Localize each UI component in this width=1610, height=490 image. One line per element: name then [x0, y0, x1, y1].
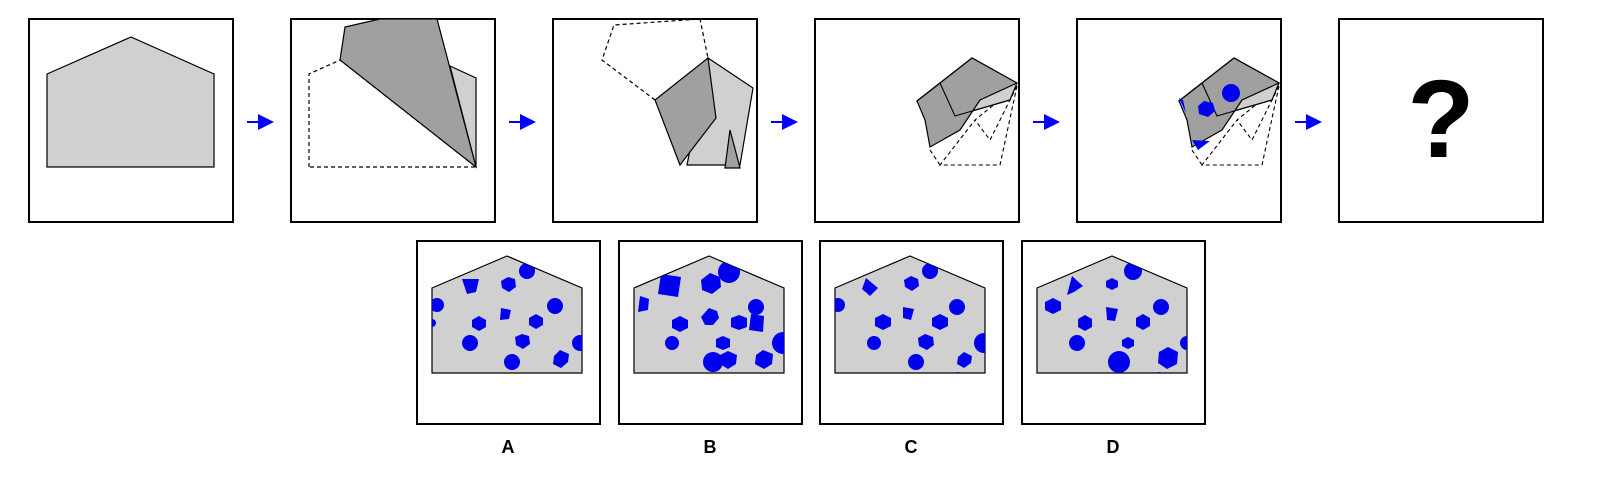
- question-mark: ?: [1407, 58, 1474, 181]
- hole-circle-icon: [1222, 84, 1240, 102]
- fold-outline: [601, 18, 709, 101]
- folded-flap: [1178, 57, 1281, 148]
- option-label: A: [502, 437, 515, 457]
- folded-flap: [654, 56, 717, 167]
- holes: [1045, 262, 1187, 373]
- step-3-panel: [552, 18, 758, 223]
- folded-flap: [916, 57, 1019, 148]
- holes: [432, 263, 582, 370]
- step-1-panel: [28, 18, 234, 223]
- option-b[interactable]: B: [618, 240, 803, 457]
- hole-hexagon-icon: [1198, 101, 1215, 117]
- question-panel: ?: [1338, 18, 1544, 223]
- fold-outline: [1200, 85, 1280, 166]
- hole-edge-icon: [1179, 98, 1186, 113]
- option-label: C: [905, 437, 918, 457]
- step-2-panel: [290, 18, 496, 223]
- option-label: D: [1107, 437, 1120, 457]
- option-c[interactable]: C: [819, 240, 1004, 457]
- holes: [638, 261, 784, 372]
- holes: [835, 263, 985, 373]
- paper-tail: [724, 129, 741, 169]
- option-d[interactable]: D: [1021, 240, 1206, 457]
- step-5-panel: [1076, 18, 1282, 223]
- hole-triangle-icon: [1192, 140, 1210, 150]
- option-a[interactable]: A: [416, 240, 601, 457]
- paper-sheet: [46, 36, 215, 168]
- step-4-panel: [814, 18, 1020, 223]
- folded-flap: [339, 18, 478, 169]
- fold-outline: [938, 85, 1018, 166]
- option-label: B: [704, 437, 717, 457]
